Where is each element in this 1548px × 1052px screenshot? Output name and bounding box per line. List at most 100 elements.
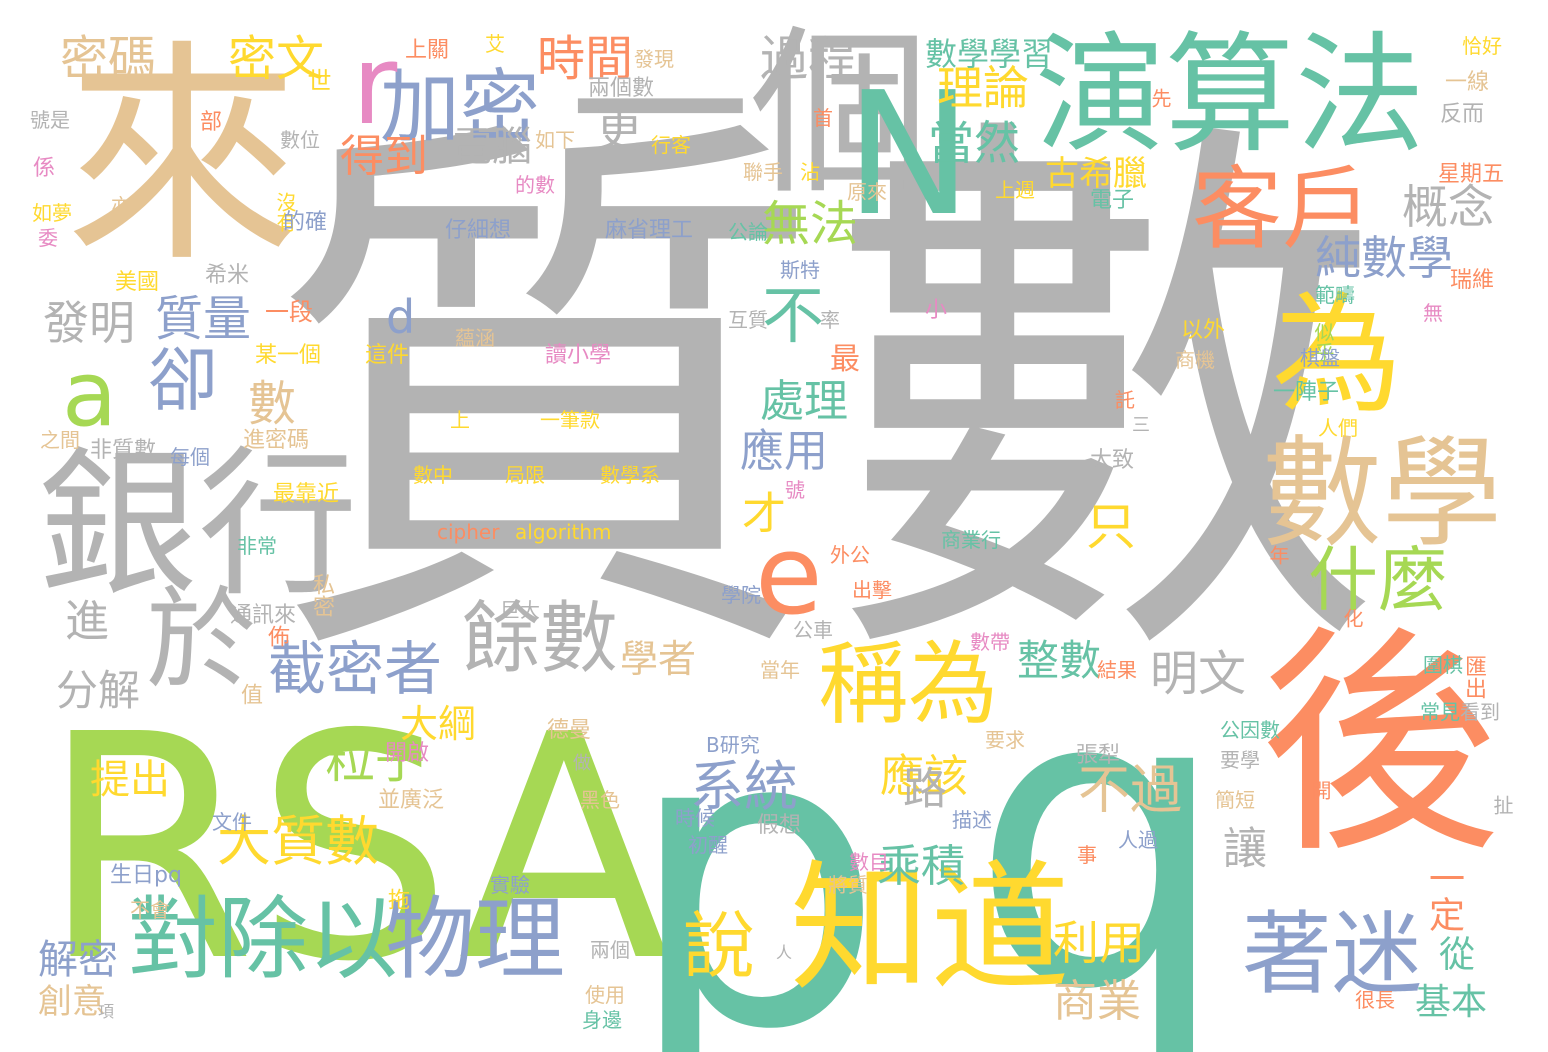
cloud-word: 開 (1308, 780, 1332, 800)
cloud-word: 拖 (384, 888, 409, 910)
cloud-word: 以外 (1181, 318, 1226, 343)
cloud-word: 瑞維 (1450, 268, 1495, 293)
cloud-word: 大綱 (400, 702, 477, 746)
cloud-word: 私密 (309, 573, 334, 617)
cloud-word: 分解 (56, 666, 141, 715)
cloud-word: 這件 (365, 343, 410, 368)
cloud-word: 知道 (790, 848, 1071, 1011)
cloud-word: 大致 (1090, 448, 1135, 473)
cloud-word: 商機 (1175, 348, 1215, 372)
cloud-word: 出擊 (852, 578, 892, 602)
cloud-word: 的數 (515, 173, 555, 197)
cloud-word: 人 (776, 943, 793, 962)
cloud-word: 沒有 (273, 192, 297, 232)
cloud-word: 一段 (265, 298, 313, 326)
cloud-word: 簡短 (1215, 788, 1255, 812)
cloud-word: 解密 (38, 937, 118, 983)
cloud-word: p (625, 641, 886, 1052)
cloud-word: 麻省理工 (605, 218, 694, 243)
cloud-word: 佈 (264, 625, 289, 647)
cloud-word: 時間 (537, 31, 634, 87)
cloud-word: 係 (33, 156, 56, 181)
cloud-word: 概念 (1402, 180, 1494, 234)
cloud-word: 一筆款 (540, 408, 600, 432)
cloud-word: B研究 (706, 733, 760, 757)
cloud-word: 的確 (283, 210, 328, 235)
cloud-word: RSA (40, 669, 670, 1030)
cloud-word: 當年 (760, 658, 800, 682)
cloud-word: 大質數 (217, 810, 379, 873)
cloud-word: 處理 (760, 376, 848, 427)
cloud-word: 聯手 (743, 160, 783, 184)
cloud-word: 當然 (928, 116, 1020, 170)
cloud-word: 讓 (1215, 825, 1266, 869)
cloud-word: 明文 (1150, 646, 1247, 702)
cloud-word: 古希臘 (1045, 154, 1147, 194)
cloud-word: 斯特 (780, 258, 820, 282)
cloud-word: 商業 (1053, 976, 1141, 1027)
cloud-word: 數帶 (970, 630, 1010, 654)
cloud-word: 於 (146, 576, 256, 704)
cloud-word: 基本 (1415, 982, 1488, 1023)
cloud-word: 一定 (1423, 860, 1464, 932)
cloud-word: q (970, 601, 1231, 1052)
cloud-word: 託 (1115, 388, 1135, 412)
cloud-word: 德曼 (547, 718, 592, 743)
cloud-word: 公因數 (1220, 718, 1280, 742)
cloud-word: 發明 (43, 296, 135, 350)
cloud-word: 很長 (1355, 988, 1395, 1012)
cloud-word: 利用 (1053, 916, 1145, 970)
cloud-word: 一陣子 (1273, 380, 1340, 405)
cloud-word: 巨大 (500, 598, 540, 622)
cloud-word: r (352, 21, 398, 149)
cloud-word: 兩個數 (588, 76, 655, 101)
cloud-word: 沾 (800, 160, 820, 184)
cloud-word: 人們 (1318, 416, 1358, 440)
cloud-word: 艾 (485, 32, 505, 56)
cloud-word: 演算法 (1035, 19, 1426, 171)
cloud-word: 做 (573, 753, 591, 774)
cloud-word: 學者 (620, 637, 697, 681)
cloud-word: 上關 (405, 38, 450, 63)
cloud-word: 反而 (1440, 102, 1485, 127)
cloud-word: 要學 (1220, 748, 1260, 772)
cloud-word: 世 (303, 68, 331, 92)
cloud-word: 亦 (111, 194, 131, 218)
cloud-word: 一個 (570, 10, 931, 219)
cloud-word: 得到 (340, 131, 428, 182)
cloud-word: 電腦 (452, 124, 532, 170)
cloud-word: 仔細想 (445, 218, 512, 243)
cloud-word: 使用 (585, 983, 625, 1007)
cloud-word: 匯出 (1461, 655, 1486, 699)
cloud-word: 描述 (952, 808, 992, 832)
cloud-word: 稱為 (818, 632, 998, 737)
cloud-word: 學院 (721, 583, 761, 607)
cloud-word: 範疇 (1315, 283, 1355, 307)
cloud-word: 粒子 (325, 731, 425, 789)
cloud-word: 兩個 (590, 938, 630, 962)
cloud-word: 看到 (1460, 700, 1500, 724)
cloud-word: 質數 (265, 74, 1385, 726)
cloud-word: 如下 (535, 128, 575, 152)
cloud-word: 從 (1433, 935, 1474, 971)
cloud-word: e (755, 511, 823, 639)
cloud-word: 來 (65, 21, 300, 294)
cloud-word: 加密 (380, 61, 540, 154)
cloud-word: 蘊涵 (455, 326, 495, 350)
cloud-word: 通訊來 (230, 603, 297, 628)
cloud-word: cipher (437, 520, 500, 544)
cloud-word: 客戶 (1192, 157, 1372, 262)
cloud-word: 數學 (1262, 425, 1502, 564)
cloud-word: 文件 (212, 810, 252, 834)
cloud-word: 時候 (675, 806, 715, 830)
cloud-word: 外公 (830, 543, 870, 567)
cloud-word: 之間 (40, 428, 80, 452)
cloud-word: 開啟 (385, 741, 430, 766)
cloud-word: 生日pq (110, 863, 182, 888)
cloud-word: 數學學習 (925, 35, 1054, 73)
cloud-word: 數 (248, 376, 297, 432)
cloud-word: 不 (762, 279, 825, 352)
cloud-word: 公車 (793, 618, 833, 642)
cloud-word: 上 (450, 408, 470, 432)
